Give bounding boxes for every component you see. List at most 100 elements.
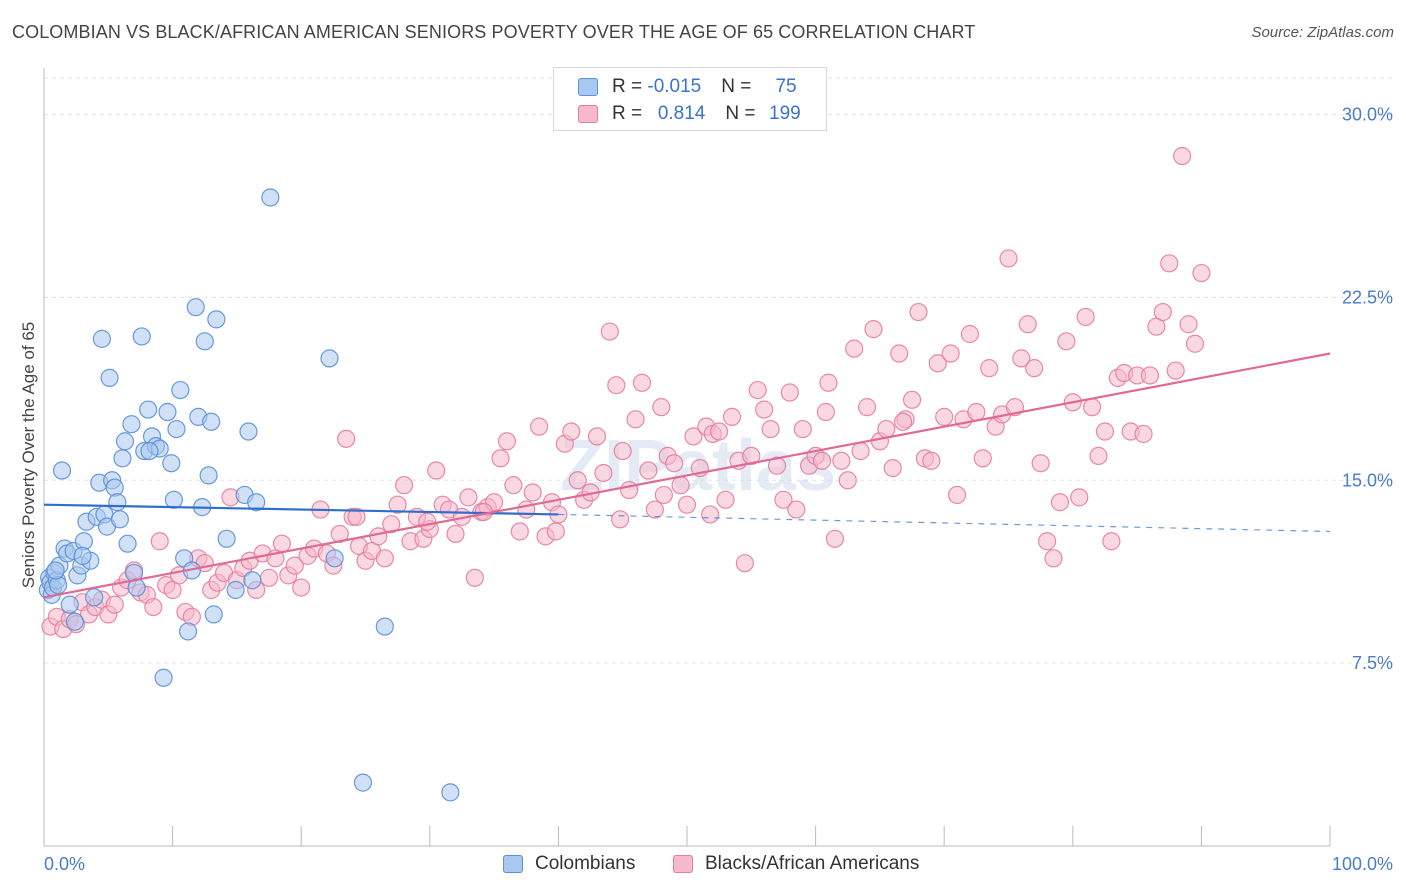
bottom-legend-swatch-blacks [673, 855, 693, 873]
data-point-blacks [1057, 332, 1076, 351]
data-point-colombians [115, 432, 135, 451]
legend-n-label: N = [725, 103, 761, 124]
data-point-colombians [154, 668, 173, 687]
data-point-blacks [909, 302, 928, 322]
data-point-blacks [1082, 398, 1102, 417]
data-point-blacks [780, 383, 799, 402]
data-point-blacks [890, 344, 909, 363]
data-point-colombians [164, 490, 183, 509]
data-point-blacks [716, 490, 735, 509]
data-point-blacks [382, 515, 401, 534]
trend-line-blacks [43, 352, 1331, 599]
data-point-blacks [722, 407, 742, 426]
data-point-blacks [654, 485, 673, 505]
data-point-colombians [186, 298, 205, 317]
data-point-blacks [1134, 424, 1153, 444]
data-point-blacks [427, 461, 446, 480]
data-point-blacks [960, 324, 980, 344]
data-point-blacks [825, 529, 844, 548]
data-point-blacks [446, 524, 465, 544]
data-point-blacks [568, 471, 587, 490]
data-point-colombians [113, 449, 132, 468]
data-point-blacks [497, 432, 517, 451]
legend-r-label: R = [612, 103, 648, 124]
data-point-blacks [1089, 446, 1108, 466]
data-point-blacks [819, 373, 838, 392]
data-point-blacks [816, 402, 835, 422]
data-point-blacks [594, 463, 613, 483]
data-point-blacks [1095, 422, 1115, 441]
data-point-blacks [1173, 146, 1192, 166]
legend-row-colombians: R = -0.015 N = 75 [578, 75, 797, 99]
data-point-blacks [645, 500, 664, 519]
data-point-blacks [812, 451, 832, 470]
data-point-colombians [140, 441, 159, 461]
data-point-colombians [167, 419, 186, 439]
legend-r-value: 0.814 [657, 103, 706, 124]
data-point-blacks [285, 556, 304, 575]
data-point-blacks [935, 407, 954, 426]
data-point-blacks [587, 427, 607, 446]
data-point-blacks [1025, 359, 1044, 378]
x-tick-labels: 0.0% 100.0% [44, 854, 1393, 874]
data-point-blacks [838, 471, 857, 490]
data-point-blacks [292, 578, 311, 597]
data-point-blacks [259, 568, 279, 587]
data-point-blacks [504, 476, 523, 495]
data-point-blacks [1140, 366, 1160, 385]
source-label: Source: ZipAtlas.com [1251, 24, 1394, 41]
data-point-colombians [178, 622, 198, 641]
data-point-blacks [671, 476, 690, 495]
data-point-blacks [710, 422, 729, 441]
data-point-colombians [199, 466, 218, 485]
data-point-blacks [883, 458, 902, 478]
legend: R = -0.015 N = 75 R = 0.814 N = 199 [553, 67, 827, 131]
data-point-blacks [530, 417, 549, 436]
data-point-blacks [1179, 315, 1198, 334]
data-point-colombians [226, 580, 245, 600]
data-point-colombians [239, 422, 258, 441]
data-point-blacks [735, 554, 754, 573]
data-point-blacks [347, 507, 366, 526]
legend-r-label: R = [612, 76, 648, 97]
data-point-blacks [626, 410, 645, 429]
data-point-blacks [941, 344, 960, 363]
data-point-blacks [639, 461, 658, 480]
data-point-colombians [110, 510, 129, 529]
data-point-blacks [150, 532, 169, 551]
data-point-colombians [108, 493, 127, 512]
data-point-blacks [1166, 361, 1185, 380]
data-point-colombians [122, 415, 141, 434]
legend-r-value: -0.015 [647, 76, 702, 97]
legend-n-label: N = [721, 76, 757, 97]
data-point-colombians [139, 400, 158, 419]
data-point-blacks [523, 483, 542, 502]
data-point-blacks [600, 322, 619, 341]
legend-swatch-blacks [578, 105, 598, 123]
data-point-blacks [613, 441, 632, 461]
data-point-colombians [375, 617, 394, 636]
legend-swatch-colombians [578, 78, 598, 96]
legend-n-value: 75 [775, 76, 797, 97]
data-point-colombians [92, 329, 111, 348]
series-colombians-points [38, 188, 460, 802]
data-point-blacks [893, 412, 913, 431]
y-tick-label: 15.0% [1342, 470, 1393, 490]
y-tick-label: 22.5% [1342, 287, 1393, 307]
data-point-blacks [755, 400, 774, 419]
data-point-blacks [465, 568, 484, 587]
data-point-blacks [1185, 334, 1205, 353]
data-point-colombians [85, 588, 104, 607]
data-point-blacks [394, 476, 414, 495]
bottom-legend-label-blacks: Blacks/African Americans [705, 853, 920, 874]
data-point-blacks [774, 490, 793, 509]
data-point-blacks [980, 359, 999, 378]
legend-n-value: 199 [769, 103, 801, 124]
data-point-colombians [100, 368, 119, 387]
trend-lines [43, 352, 1331, 599]
bottom-legend-swatch-colombians [503, 855, 523, 873]
data-point-colombians [320, 349, 339, 368]
data-point-colombians [73, 546, 92, 565]
y-tick-label: 7.5% [1352, 653, 1393, 673]
